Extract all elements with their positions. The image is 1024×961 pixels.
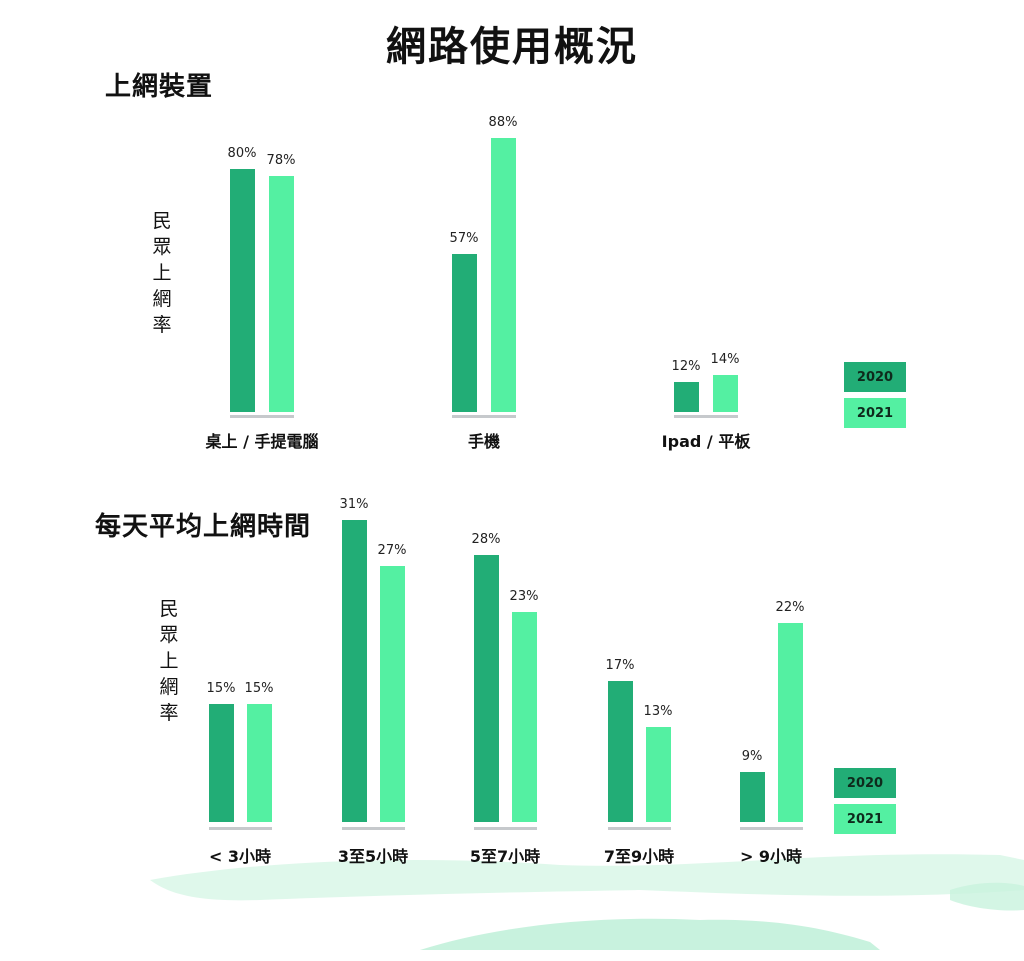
- bar-2020: [740, 772, 765, 822]
- value-label: 9%: [741, 749, 763, 764]
- baseline: [474, 827, 537, 830]
- category-label: < 3小時: [208, 847, 272, 866]
- baseline: [608, 827, 671, 830]
- value-label: 13%: [643, 704, 673, 719]
- category-label: 7至9小時: [603, 847, 675, 866]
- bar-2021: [778, 623, 803, 822]
- bar-2021: [247, 704, 272, 822]
- bar-2021: [512, 612, 537, 822]
- baseline: [740, 827, 803, 830]
- value-label: 28%: [471, 532, 501, 547]
- baseline: [209, 827, 272, 830]
- bar-2020: [342, 520, 367, 822]
- category-label: Ipad / 平板: [661, 432, 751, 451]
- value-label: 14%: [710, 352, 740, 367]
- legend-item-2020: 2020: [844, 362, 906, 392]
- bar-2021: [646, 727, 671, 822]
- bar-2020: [209, 704, 234, 822]
- legend-item-2021: 2021: [844, 398, 906, 428]
- value-label: 27%: [377, 543, 407, 558]
- baseline: [674, 415, 738, 418]
- value-label: 23%: [509, 589, 539, 604]
- chart-title: 每天平均上網時間: [95, 512, 312, 542]
- value-label: 17%: [605, 658, 635, 673]
- page-title: 網路使用概況: [386, 24, 638, 70]
- value-label: 15%: [244, 681, 274, 696]
- legend-item-2020: 2020: [834, 768, 896, 798]
- bar-2020: [674, 382, 699, 412]
- value-label: 12%: [671, 359, 701, 374]
- y-axis-label: 民 眾 上 網 率: [152, 210, 172, 336]
- bar-2021: [713, 375, 738, 412]
- value-label: 57%: [449, 231, 479, 246]
- bar-2020: [452, 254, 477, 412]
- bar-2021: [269, 176, 294, 412]
- background-map-decoration: [150, 854, 1024, 950]
- bar-2021: [380, 566, 405, 822]
- value-label: 88%: [488, 115, 518, 130]
- category-label: 手機: [467, 432, 500, 451]
- category-label: 桌上 / 手提電腦: [205, 432, 319, 451]
- legend-item-2021: 2021: [834, 804, 896, 834]
- value-label: 31%: [339, 497, 369, 512]
- category-label: > 9小時: [739, 847, 803, 866]
- baseline: [230, 415, 294, 418]
- baseline: [452, 415, 516, 418]
- category-label: 5至7小時: [469, 847, 541, 866]
- bar-2021: [491, 138, 516, 412]
- value-label: 15%: [206, 681, 236, 696]
- value-label: 78%: [266, 153, 296, 168]
- chart-title: 上網裝置: [105, 72, 214, 102]
- bar-2020: [230, 169, 255, 412]
- baseline: [342, 827, 405, 830]
- value-label: 80%: [227, 146, 257, 161]
- bar-2020: [474, 555, 499, 822]
- y-axis-label: 民 眾 上 網 率: [159, 598, 179, 724]
- value-label: 22%: [775, 600, 805, 615]
- category-label: 3至5小時: [337, 847, 409, 866]
- bar-2020: [608, 681, 633, 822]
